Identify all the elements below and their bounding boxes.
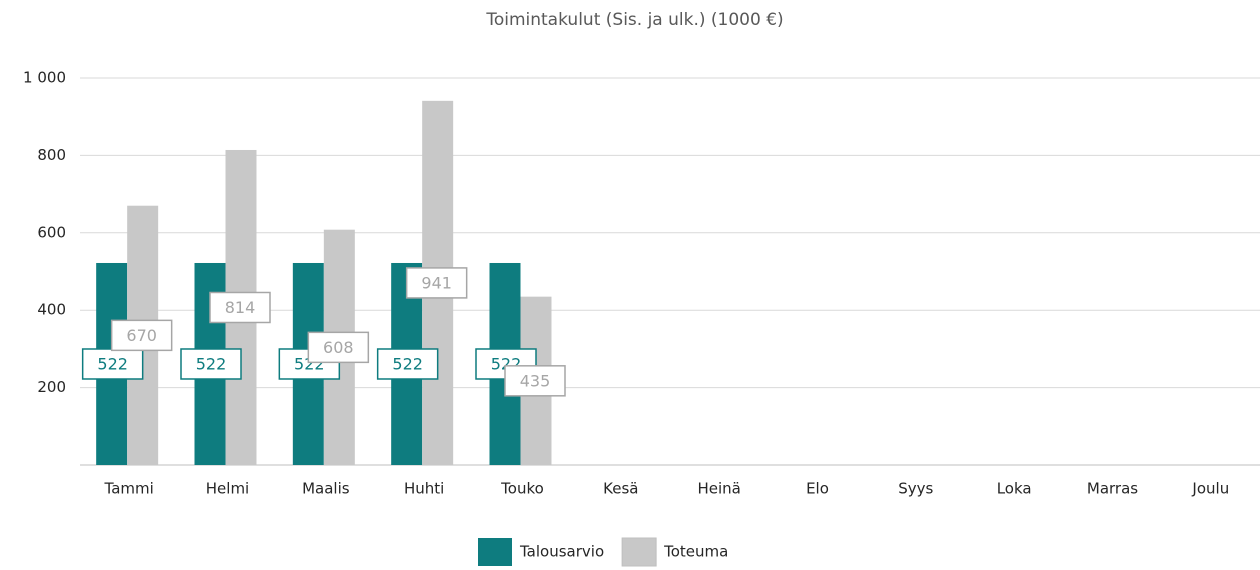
- x-tick-label: Marras: [1087, 480, 1138, 498]
- legend-swatch: [478, 538, 512, 566]
- x-tick-label: Loka: [997, 480, 1032, 498]
- x-tick-label: Huhti: [404, 480, 444, 498]
- data-label-box: [81, 348, 144, 380]
- data-label: 670: [126, 326, 157, 345]
- chart-title: Toimintakulut (Sis. ja ulk.) (1000 €): [485, 10, 783, 30]
- x-tick-label: Helmi: [206, 480, 249, 498]
- y-tick-label: 800: [37, 146, 66, 164]
- data-label: 435: [520, 371, 551, 390]
- x-tick-label: Tammi: [104, 480, 154, 498]
- y-tick-label: 600: [37, 223, 66, 241]
- data-label-box: [209, 291, 271, 324]
- data-label-box: [405, 267, 468, 299]
- data-label: 522: [97, 354, 128, 373]
- data-label-box: [376, 348, 439, 380]
- x-tick-label: Kesä: [603, 480, 638, 498]
- y-tick-label: 400: [37, 301, 66, 319]
- legend-label: Talousarvio: [519, 543, 604, 561]
- y-tick-label: 1 000: [23, 69, 66, 87]
- x-tick-label: Heinä: [697, 480, 740, 498]
- data-label: 522: [196, 354, 227, 373]
- data-label-box: [307, 331, 370, 364]
- x-tick-label: Syys: [898, 480, 933, 498]
- data-label: 522: [392, 354, 423, 373]
- data-label-box: [110, 319, 173, 352]
- y-tick-label: 200: [37, 378, 66, 396]
- data-label-box: [504, 365, 566, 397]
- data-label: 608: [323, 338, 354, 357]
- x-tick-label: Elo: [806, 480, 829, 498]
- legend-label: Toteuma: [663, 543, 728, 561]
- legend-swatch: [621, 537, 657, 567]
- x-tick-label: Maalis: [302, 480, 350, 498]
- x-tick-label: Joulu: [1191, 480, 1229, 498]
- data-label-box: [180, 348, 242, 380]
- data-label: 814: [225, 298, 256, 317]
- x-tick-label: Touko: [500, 480, 544, 498]
- data-label: 941: [421, 273, 452, 292]
